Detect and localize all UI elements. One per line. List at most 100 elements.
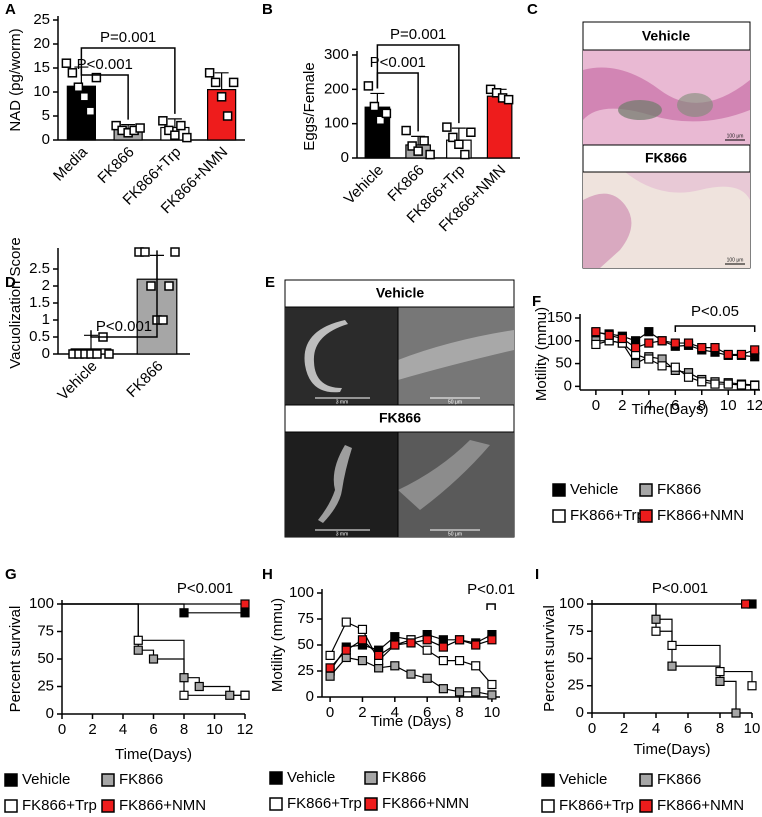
data-point [325,671,335,681]
data-point [92,349,102,359]
data-point [406,638,416,648]
data-point [179,690,189,700]
legend-swatch [639,799,653,813]
scale-bar-label: 3 mm [336,399,349,405]
error-bar [451,127,466,141]
x-tick-label: 8 [455,704,463,721]
data-point [667,661,677,671]
y-tick-label: 25 [297,662,314,679]
x-tick-label: 4 [645,397,653,414]
x-tick-label: 0 [326,704,334,721]
data-point [747,681,757,691]
legend-swatch [552,483,566,497]
x-tick-label: 10 [720,397,737,414]
data-point [471,640,481,650]
annotation: P=0.001 [390,26,446,43]
x-tick-label: 6 [671,397,679,414]
y-tick-label: 0 [576,704,584,721]
legend-swatch [541,773,555,787]
legend-label: FK866+NMN [119,797,206,814]
significance-bracket [674,325,756,332]
data-point [750,380,760,391]
x-axis-label: Time(Days) [634,741,711,758]
data-point [228,77,239,88]
panel-letter: F [532,293,541,310]
tissue [583,193,632,268]
data-point [460,149,470,160]
x-tick-label: 10 [206,721,223,738]
data-point [210,77,221,88]
y-tick-label: 100 [547,332,572,349]
data-point [140,247,150,257]
y-axis-label: Eggs/Female [301,62,318,150]
data-point [503,94,514,105]
legend-label: FK866+NMN [382,795,469,812]
y-tick-label: 75 [37,622,54,639]
survival-curve [62,603,245,614]
x-tick-label: 6 [423,704,431,721]
y-tick-label: 25 [33,11,50,28]
x-tick-label: 0 [588,720,596,737]
data-point [61,58,72,68]
tissue [677,93,713,117]
data-point [438,642,448,652]
data-point [697,377,707,387]
data-point [604,330,614,340]
data-point [325,663,335,673]
y-tick-label: 300 [324,46,349,63]
data-point [390,661,400,671]
x-tick-label: 2 [618,397,626,414]
legend-swatch [364,797,378,811]
data-point [697,343,707,353]
error-bar [214,72,229,90]
y-tick-label: 25 [567,677,584,694]
x-tick-label: 12 [746,397,762,414]
data-point [657,361,667,371]
legend-label: FK866 [657,481,701,498]
y-tick-label: 100 [289,584,314,601]
data-point [369,101,380,112]
data-point [448,132,458,143]
x-tick-label: 10 [744,720,761,737]
data-point [135,123,145,133]
y-tick-label: 100 [29,595,54,612]
data-point [204,68,215,78]
surface [398,330,514,380]
data-point [644,327,654,337]
data-point [164,125,174,136]
data-point [406,669,416,679]
data-point [73,82,84,92]
data-point [79,92,90,102]
data-point [425,149,435,160]
data-point [133,635,143,645]
legend-swatch [269,771,283,785]
x-tick-label: 6 [149,721,157,738]
x-axis-label: Time (Days) [370,713,451,730]
x-tick-label: 8 [180,721,188,738]
data-point [390,640,400,650]
data-point [644,354,654,364]
data-point [413,146,423,156]
data-point [644,338,654,348]
data-point [630,358,641,369]
data-point [357,635,368,645]
panel-letter: D [5,274,16,291]
data-point [148,654,159,664]
legend-label: FK866+Trp [287,795,362,812]
error-bar [167,118,182,128]
data-point [111,120,121,131]
panel-letter: H [262,566,273,583]
worm [318,445,352,523]
data-point [466,127,476,137]
y-tick-label: 50 [567,649,584,666]
data-point [710,343,720,353]
data-point [390,632,400,642]
bar [486,95,513,159]
x-tick-label: 4 [391,704,399,721]
data-point [471,661,481,671]
significance-bracket [90,250,158,338]
y-tick-label: 1.5 [29,294,50,311]
significance-bracket [376,72,419,132]
data-point [357,624,368,635]
y-tick-label: 0 [341,149,349,166]
